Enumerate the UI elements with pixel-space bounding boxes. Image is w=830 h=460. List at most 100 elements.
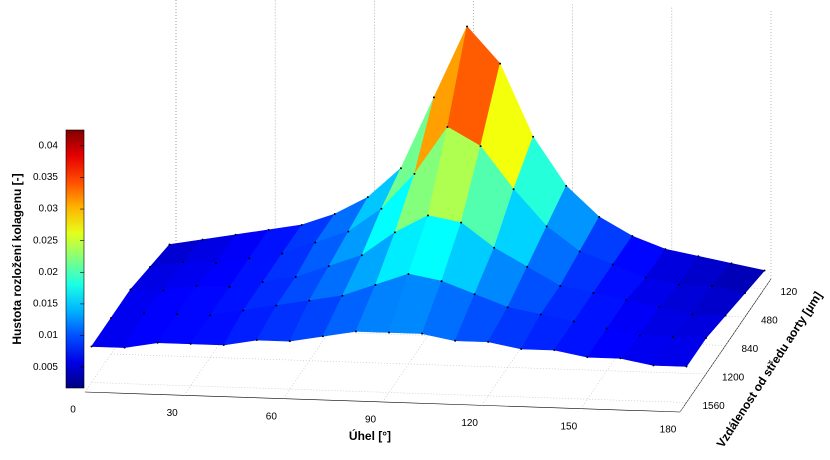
data-point <box>763 269 766 272</box>
data-point <box>156 341 159 344</box>
data-point <box>228 285 231 288</box>
data-point <box>565 184 568 187</box>
data-point <box>605 327 608 330</box>
data-point <box>201 238 204 241</box>
data-point <box>366 196 369 199</box>
y-tick-label: 120 <box>781 287 798 298</box>
data-point <box>526 265 529 268</box>
data-point <box>446 126 449 128</box>
data-point <box>327 265 330 268</box>
data-point <box>710 284 713 287</box>
data-point <box>440 280 443 283</box>
data-point <box>215 262 218 265</box>
y-tick-label: 1200 <box>722 373 745 384</box>
data-point <box>162 289 165 292</box>
data-point <box>176 313 179 316</box>
data-point <box>652 364 655 367</box>
data-point <box>631 235 634 238</box>
data-point <box>354 330 357 333</box>
data-point <box>598 215 601 218</box>
data-point <box>222 343 225 346</box>
data-point <box>341 294 344 297</box>
data-point <box>460 221 463 224</box>
data-point <box>168 243 171 246</box>
data-point <box>321 335 324 338</box>
data-point <box>388 331 390 334</box>
data-point <box>308 299 311 302</box>
colorbar-tick-label: 0.035 <box>33 172 58 183</box>
data-point <box>407 273 410 275</box>
data-point <box>697 255 700 258</box>
data-point <box>539 313 542 316</box>
data-point <box>658 306 661 309</box>
data-point <box>473 293 476 296</box>
colorbar <box>65 129 85 389</box>
data-point <box>499 62 502 65</box>
data-point <box>374 283 377 286</box>
data-point <box>512 188 515 191</box>
data-point <box>294 276 297 279</box>
data-point <box>209 314 212 317</box>
data-point <box>578 250 581 253</box>
data-point <box>182 261 185 264</box>
data-point <box>677 283 680 286</box>
colorbar-tick-label: 0.015 <box>33 299 58 310</box>
data-point <box>300 223 303 226</box>
data-point <box>487 340 490 343</box>
x-tick-label: 0 <box>70 405 76 416</box>
data-point <box>267 228 270 231</box>
data-point <box>421 332 424 335</box>
x-tick-label: 90 <box>365 415 377 426</box>
data-point <box>506 306 509 309</box>
data-point <box>611 263 614 266</box>
data-point <box>625 299 628 302</box>
data-point <box>466 25 468 28</box>
data-point <box>432 96 435 99</box>
data-point <box>393 231 396 234</box>
data-point <box>559 284 562 287</box>
data-point <box>248 257 251 260</box>
data-point <box>347 230 350 233</box>
data-point <box>592 292 595 295</box>
data-point <box>644 276 647 279</box>
x-tick-label: 150 <box>560 421 577 432</box>
data-point <box>479 145 482 148</box>
data-point <box>143 312 146 315</box>
colorbar-tick-label: 0.02 <box>39 267 59 278</box>
data-point <box>691 313 694 316</box>
colorbar-tick-label: 0.005 <box>33 362 58 373</box>
data-point <box>242 309 245 312</box>
colorbar-tick-label: 0.03 <box>39 204 59 215</box>
data-point <box>110 317 112 319</box>
colorbar-tick-label: 0.025 <box>33 235 58 246</box>
data-point <box>545 225 548 228</box>
surface <box>90 25 766 368</box>
x-tick-label: 30 <box>167 408 179 419</box>
data-point <box>333 213 336 216</box>
data-point <box>705 337 707 339</box>
data-point <box>360 254 363 257</box>
data-point <box>493 246 496 249</box>
y-axis-label: Vzdálenost od středu aorty [µm] <box>714 289 825 450</box>
x-axis-label: Úhel [°] <box>349 428 391 443</box>
data-point <box>261 280 264 283</box>
x-tick-label: 60 <box>266 411 278 422</box>
data-point <box>281 252 284 255</box>
data-point <box>413 172 416 175</box>
colorbar-tick-label: 0.04 <box>39 140 59 151</box>
data-point <box>553 349 556 352</box>
data-point <box>234 233 237 236</box>
data-point <box>671 335 674 338</box>
data-point <box>399 167 402 170</box>
data-point <box>685 365 688 368</box>
x-tick-label: 180 <box>660 425 677 436</box>
grid-line <box>110 353 707 375</box>
y-tick-label: 1560 <box>703 401 726 412</box>
colorbar-tick-label: 0.01 <box>39 330 59 341</box>
data-point <box>90 345 93 348</box>
data-point <box>123 346 126 349</box>
data-point <box>129 288 132 291</box>
data-point <box>255 339 258 342</box>
data-point <box>638 334 641 337</box>
